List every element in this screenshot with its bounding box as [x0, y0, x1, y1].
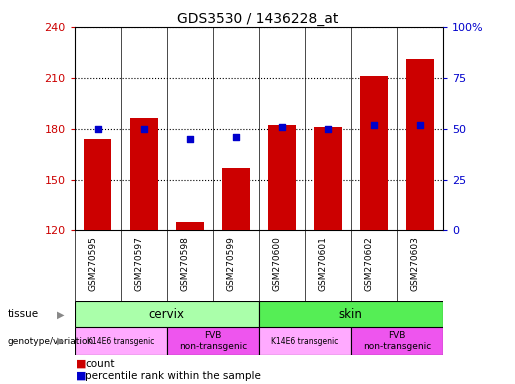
Text: GSM270597: GSM270597 [135, 236, 144, 291]
Bar [406, 59, 434, 230]
Text: GSM270598: GSM270598 [181, 236, 190, 291]
Text: FVB
non-transgenic: FVB non-transgenic [363, 331, 431, 351]
Text: tissue: tissue [8, 309, 39, 319]
Bar [360, 76, 388, 230]
Text: GSM270602: GSM270602 [365, 236, 374, 291]
Bar [268, 125, 296, 230]
Bar [167, 327, 259, 355]
Point [416, 121, 424, 127]
Text: GSM270599: GSM270599 [227, 236, 236, 291]
Text: skin: skin [339, 308, 363, 321]
Text: percentile rank within the sample: percentile rank within the sample [85, 371, 261, 381]
Bar [259, 301, 443, 327]
Text: GSM270595: GSM270595 [89, 236, 98, 291]
Point [278, 124, 286, 130]
Text: count: count [85, 359, 114, 369]
Text: ▶: ▶ [57, 309, 64, 319]
Text: genotype/variation: genotype/variation [8, 337, 94, 346]
Bar [259, 327, 351, 355]
Text: K14E6 transgenic: K14E6 transgenic [271, 337, 338, 346]
Bar [351, 327, 443, 355]
Bar [222, 168, 250, 230]
Text: K14E6 transgenic: K14E6 transgenic [87, 337, 154, 346]
Text: GDS3530 / 1436228_at: GDS3530 / 1436228_at [177, 12, 338, 25]
Text: cervix: cervix [149, 308, 185, 321]
Point [140, 126, 148, 132]
Point [94, 126, 102, 132]
Text: GSM270600: GSM270600 [273, 236, 282, 291]
Point [232, 134, 240, 140]
Bar [314, 127, 341, 230]
Bar [75, 327, 167, 355]
Text: GSM270603: GSM270603 [411, 236, 420, 291]
Point [370, 121, 378, 127]
Bar [84, 139, 111, 230]
Text: ▶: ▶ [57, 336, 64, 346]
Bar [176, 222, 203, 230]
Text: ■: ■ [76, 359, 87, 369]
Bar [130, 118, 158, 230]
Text: GSM270601: GSM270601 [319, 236, 328, 291]
Text: ■: ■ [76, 371, 87, 381]
Point [185, 136, 194, 142]
Point [324, 126, 332, 132]
Bar [75, 301, 259, 327]
Text: FVB
non-transgenic: FVB non-transgenic [179, 331, 247, 351]
